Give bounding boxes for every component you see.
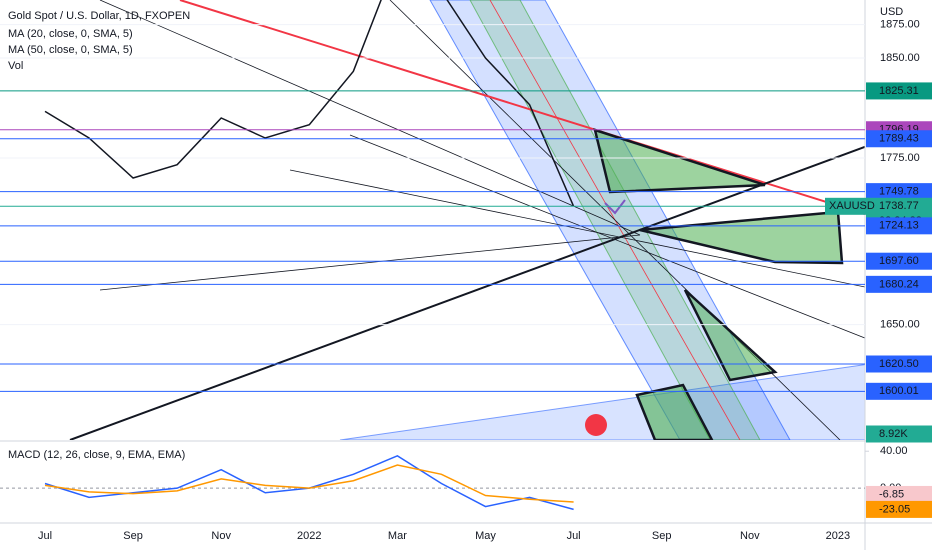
price-badge bbox=[866, 82, 932, 100]
x-tick-label: May bbox=[475, 530, 496, 542]
y-tick-label: 1875.00 bbox=[880, 19, 920, 31]
pattern bbox=[635, 383, 714, 440]
indicator: MA (20, close, 0, SMA, 5) bbox=[8, 28, 133, 40]
pattern bbox=[639, 210, 844, 265]
y-tick-label: 40.00 bbox=[880, 445, 908, 457]
price-badge-label: -23.05 bbox=[879, 503, 910, 515]
price-badge bbox=[866, 217, 932, 235]
price-badge bbox=[866, 252, 932, 270]
x-tick-label: Sep bbox=[123, 530, 143, 542]
x-tick-label: Jul bbox=[38, 530, 52, 542]
symbol-tag bbox=[825, 197, 869, 215]
y-tick-label: 1850.00 bbox=[880, 52, 920, 64]
price-badge-label: 1697.60 bbox=[879, 255, 919, 267]
price-badge-label: 1620.50 bbox=[879, 358, 919, 370]
trend-line bbox=[99, 234, 641, 291]
price-badge bbox=[866, 485, 932, 503]
trend-line bbox=[99, 0, 641, 236]
price-badge-label: 1749.78 bbox=[879, 186, 919, 198]
price-badge-label: -6.85 bbox=[879, 488, 904, 500]
indicator: MA (50, close, 0, SMA, 5) bbox=[8, 44, 133, 56]
pattern bbox=[593, 128, 766, 194]
price-badge-label: 1825.31 bbox=[879, 85, 919, 97]
y-tick-label: 1650.00 bbox=[880, 319, 920, 331]
price-badge bbox=[866, 382, 932, 400]
price-badge bbox=[866, 355, 932, 373]
price-line bbox=[44, 464, 574, 503]
x-tick-label: Mar bbox=[388, 530, 407, 542]
resistance-line bbox=[179, 0, 865, 216]
chart-title: Gold Spot / U.S. Dollar, 1D, FXOPEN bbox=[8, 10, 190, 22]
x-tick-label: 2022 bbox=[297, 530, 321, 542]
price-badge-label: 1600.01 bbox=[879, 385, 919, 397]
event-icon bbox=[585, 414, 607, 436]
channel bbox=[339, 364, 865, 440]
symbol-tag-label: XAUUSD bbox=[829, 200, 875, 212]
plot-area bbox=[0, 454, 865, 511]
x-tick-label: Sep bbox=[652, 530, 672, 542]
price-line bbox=[44, 454, 574, 511]
pattern bbox=[683, 289, 778, 382]
price-badge bbox=[866, 500, 932, 518]
price-badge-label: 1680.24 bbox=[879, 278, 919, 290]
x-tick-label: Nov bbox=[740, 530, 760, 542]
plot-area bbox=[0, 0, 865, 392]
price-badge-label: 1724.13 bbox=[879, 220, 919, 232]
indicator: Vol bbox=[8, 60, 23, 72]
macd-title: MACD (12, 26, close, 9, EMA, EMA) bbox=[8, 449, 185, 461]
x-tick-label: 2023 bbox=[826, 530, 850, 542]
price-badge bbox=[866, 425, 932, 443]
drawings bbox=[69, 0, 865, 440]
price-badge-label: 1789.43 bbox=[879, 133, 919, 145]
price-badge-label: 8.92K bbox=[879, 428, 908, 440]
price-badge-label: 1738.77 bbox=[879, 200, 919, 212]
x-tick-label: Jul bbox=[567, 530, 581, 542]
price-badge bbox=[866, 183, 932, 201]
price-badge bbox=[866, 130, 932, 148]
price-line bbox=[44, 0, 575, 207]
currency: USD bbox=[880, 6, 903, 18]
price-badge bbox=[866, 275, 932, 293]
trend-line bbox=[289, 169, 865, 288]
y-tick-label: 1775.00 bbox=[880, 152, 920, 164]
x-tick-label: Nov bbox=[211, 530, 231, 542]
trend-line bbox=[349, 134, 865, 339]
